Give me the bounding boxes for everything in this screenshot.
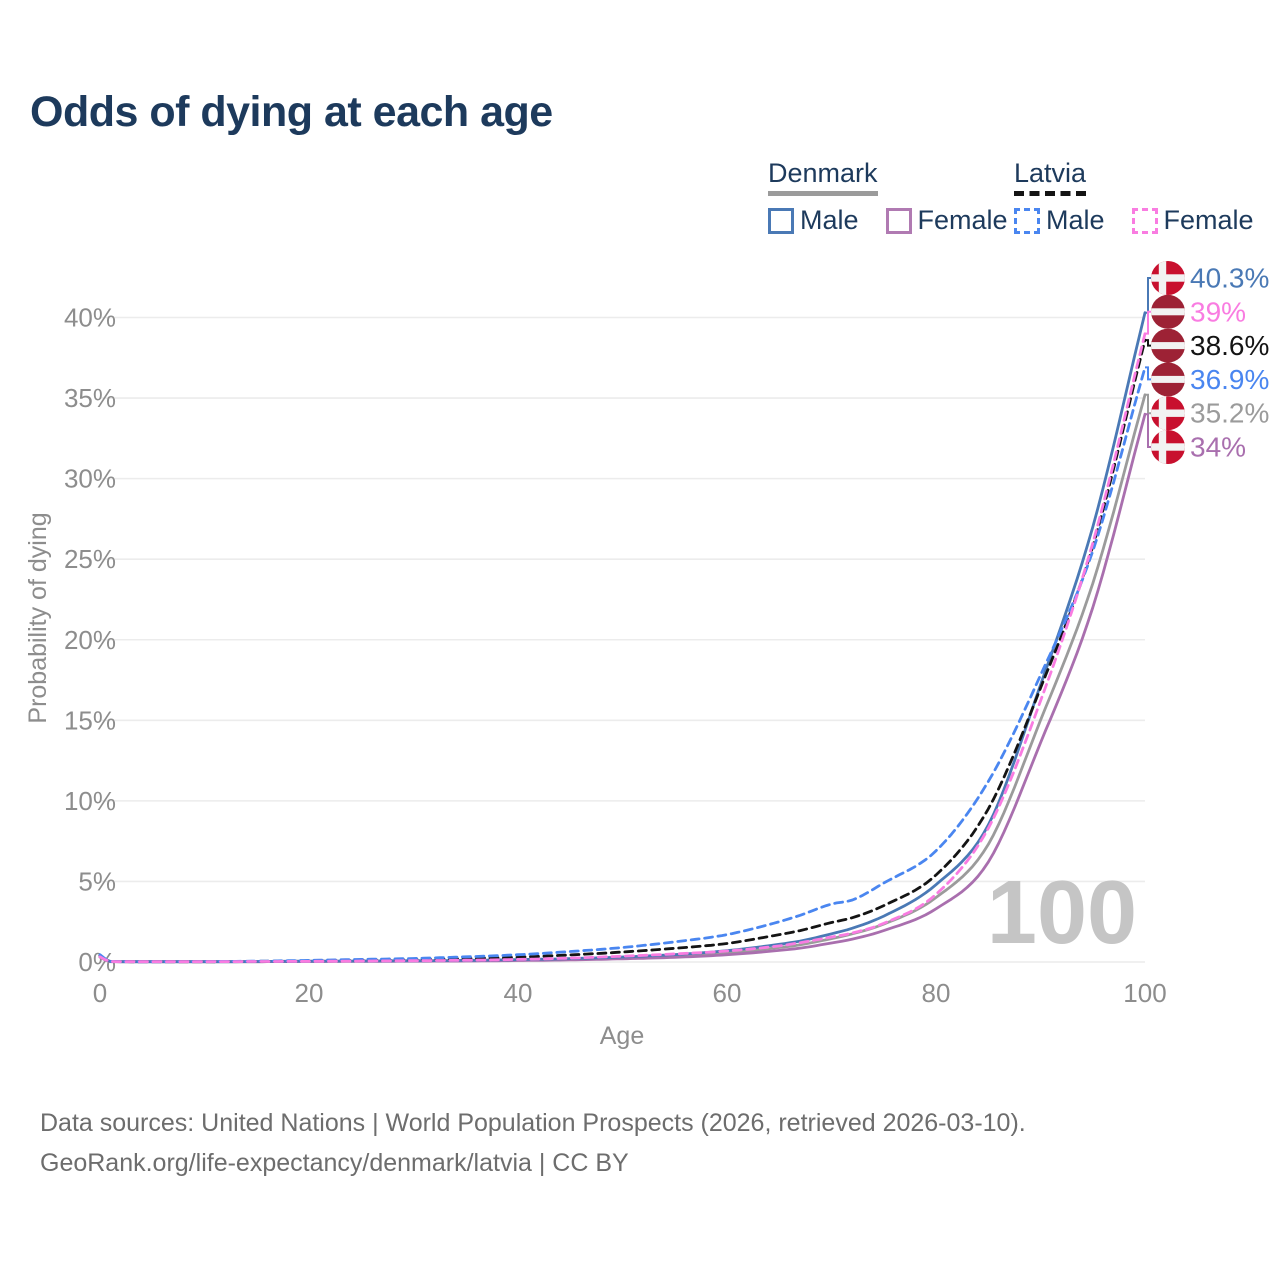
x-tick-label: 20 (295, 978, 324, 1008)
y-tick-label: 40% (64, 303, 116, 333)
legend-latvia-label: Latvia (1014, 158, 1087, 196)
end-connector (1145, 413, 1151, 448)
legend-denmark-female[interactable]: Female (885, 205, 1008, 236)
y-tick-label: 30% (64, 464, 116, 494)
series-line-lv-female (98, 332, 1147, 964)
denmark-flag-icon (1151, 261, 1185, 295)
legend-group-denmark: Denmark Male Female (768, 158, 1008, 236)
end-connector (1145, 366, 1151, 381)
y-tick-label: 35% (64, 383, 116, 413)
x-tick-label: 100 (1123, 978, 1166, 1008)
denmark-male-swatch-icon[interactable] (768, 207, 794, 234)
end-value-label: 39% (1190, 296, 1246, 327)
legend-latvia-female-label: Female (1163, 205, 1254, 235)
end-connector (1145, 277, 1151, 314)
legend-latvia-male-label: Male (1046, 205, 1105, 235)
y-axis-title: Probability of dying (24, 512, 52, 723)
legend-denmark-male[interactable]: Male (768, 205, 859, 236)
denmark-flag-icon (1151, 396, 1185, 431)
x-axis-title: Age (600, 1022, 644, 1050)
legend-denmark-male-label: Male (800, 205, 859, 235)
latvia-flag-icon (1151, 328, 1185, 363)
end-value-label: 40.3% (1190, 263, 1269, 294)
y-tick-label: 5% (78, 866, 116, 896)
end-value-label: 38.6% (1190, 330, 1269, 361)
page-title: Odds of dying at each age (30, 88, 553, 136)
legend-denmark-female-label: Female (917, 205, 1008, 235)
end-value-label: 36.9% (1190, 364, 1269, 395)
y-tick-label: 25% (64, 544, 116, 574)
end-value-label: 34% (1190, 432, 1246, 463)
attribution-line: GeoRank.org/life-expectancy/denmark/latv… (40, 1149, 629, 1177)
end-value-label: 35.2% (1190, 398, 1269, 429)
y-tick-label: 20% (64, 625, 116, 655)
legend-latvia-female[interactable]: Female (1131, 205, 1254, 236)
end-connector (1145, 310, 1151, 335)
x-tick-label: 0 (93, 978, 107, 1008)
legend-denmark-label: Denmark (768, 158, 878, 196)
y-tick-label: 15% (64, 705, 116, 735)
latvia-female-swatch-icon[interactable] (1131, 207, 1158, 234)
legend-latvia-male[interactable]: Male (1014, 205, 1105, 236)
x-tick-label: 60 (713, 978, 742, 1008)
age-watermark: 100 (987, 863, 1137, 963)
denmark-flag-icon (1151, 430, 1185, 464)
end-connector (1145, 393, 1151, 415)
legend-group-latvia: Latvia Male Female (1014, 158, 1254, 236)
latvia-male-swatch-icon[interactable] (1014, 207, 1040, 234)
chart-footer: Data sources: United Nations | World Pop… (40, 1103, 1026, 1183)
data-sources-line: Data sources: United Nations | World Pop… (40, 1109, 1026, 1137)
y-tick-label: 10% (64, 786, 116, 816)
latvia-flag-icon (1151, 362, 1185, 397)
x-tick-label: 40 (504, 978, 533, 1008)
x-tick-label: 80 (922, 978, 951, 1008)
denmark-female-swatch-icon[interactable] (885, 207, 912, 234)
end-connector (1145, 339, 1151, 347)
latvia-flag-icon (1151, 294, 1185, 329)
